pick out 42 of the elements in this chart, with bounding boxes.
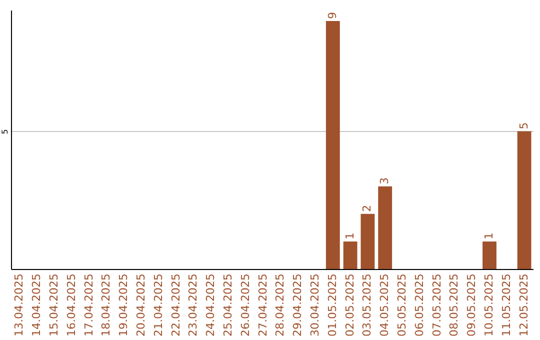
x-tick-label: 02.05.2025: [343, 274, 356, 336]
x-tick-label: 11.05.2025: [500, 274, 513, 336]
x-tick-label: 18.04.2025: [100, 274, 113, 336]
x-tick-label: 03.05.2025: [360, 274, 374, 336]
x-tick-label: 23.04.2025: [186, 274, 200, 336]
x-tick-label: 05.05.2025: [396, 274, 408, 336]
data-label: 5: [517, 122, 530, 130]
x-tick-label: 16.04.2025: [64, 274, 78, 336]
x-tick-label: 09.05.2025: [465, 274, 478, 336]
x-tick-label: 20.04.2025: [134, 274, 148, 336]
data-label: 9: [326, 12, 339, 20]
data-label: 1: [343, 232, 356, 240]
data-label: 1: [482, 232, 496, 240]
x-tick-label: 15.04.2025: [48, 274, 60, 336]
bar: [360, 214, 375, 269]
x-tick-label: 27.04.2025: [256, 274, 270, 336]
x-tick-label: 22.04.2025: [169, 274, 182, 336]
x-tick-label: 24.04.2025: [204, 274, 218, 336]
x-tick-label: 13.04.2025: [12, 274, 26, 336]
data-label: 2: [360, 204, 374, 212]
x-tick-label: 21.04.2025: [152, 274, 165, 336]
x-tick-label: 12.05.2025: [517, 274, 530, 336]
x-tick-label: 19.04.2025: [117, 274, 130, 336]
x-tick-label: 26.04.2025: [238, 274, 252, 336]
bar: [378, 186, 392, 269]
x-tick-label: 17.04.2025: [82, 274, 96, 336]
x-tick-label: 07.05.2025: [430, 274, 444, 336]
x-tick-label: 14.04.2025: [30, 274, 44, 336]
x-tick-label: 28.04.2025: [274, 274, 287, 336]
bar: [326, 21, 340, 269]
x-tick-label: 10.05.2025: [482, 274, 496, 336]
x-tick-label: 08.05.2025: [448, 274, 461, 336]
bar: [482, 241, 496, 269]
bar: [343, 241, 358, 269]
x-tick-label: 25.04.2025: [222, 274, 234, 336]
data-label: 3: [378, 177, 392, 184]
x-tick-label: 30.04.2025: [308, 274, 322, 336]
x-tick-label: 29.04.2025: [291, 274, 304, 336]
x-tick-label: 01.05.2025: [326, 274, 339, 336]
x-tick-label: 06.05.2025: [412, 274, 426, 336]
x-tick-label: 04.05.2025: [378, 274, 392, 336]
bar: [517, 131, 532, 269]
